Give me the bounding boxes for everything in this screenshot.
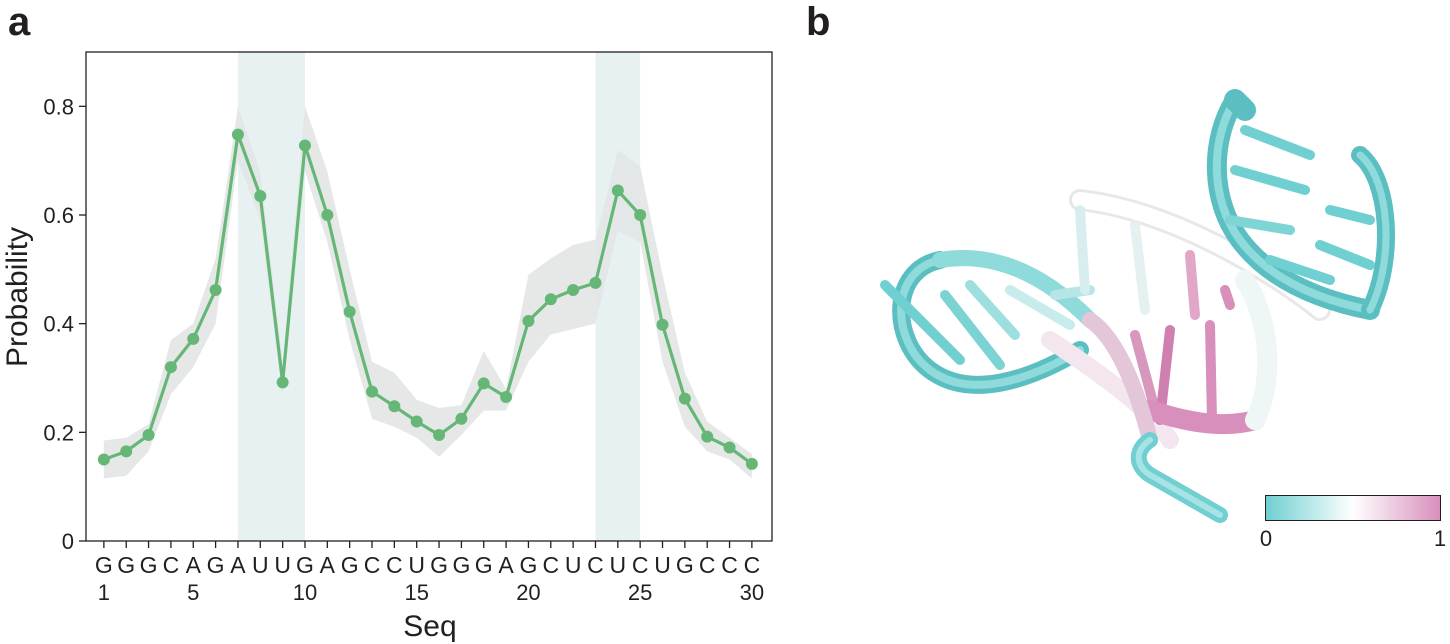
sequence-letter: U <box>408 552 425 578</box>
data-point <box>544 293 557 306</box>
data-point <box>611 184 624 197</box>
series-line-layer <box>103 132 753 466</box>
data-point <box>522 314 535 327</box>
sequence-letter: C <box>163 552 180 578</box>
colorbar-max-label: 1 <box>1433 526 1447 551</box>
colorbar-min-label: 0 <box>1259 526 1273 551</box>
data-point <box>678 392 691 405</box>
sequence-letter: C <box>699 552 716 578</box>
data-point <box>410 415 423 428</box>
panel-label-a: a <box>8 0 31 44</box>
sequence-letter: A <box>186 552 202 578</box>
rna-structure-image <box>880 89 1396 523</box>
x-axis-title: Seq <box>403 610 456 643</box>
y-axis-title: Probability <box>1 227 34 367</box>
sequence-letter: G <box>95 552 113 578</box>
x-tick-label: 25 <box>628 580 652 605</box>
data-point <box>298 139 311 152</box>
sequence-letter: U <box>565 552 582 578</box>
data-point <box>433 429 446 442</box>
sequence-letter: G <box>117 552 135 578</box>
data-point <box>388 400 401 413</box>
data-points <box>97 128 758 470</box>
y-tick-label: 0 <box>62 529 74 554</box>
panel-label-b: b <box>806 0 831 44</box>
confidence-band <box>103 106 752 479</box>
data-point <box>97 453 110 466</box>
sequence-letter: C <box>386 552 403 578</box>
data-point <box>477 377 490 390</box>
data-point <box>164 361 177 374</box>
data-point <box>142 429 155 442</box>
x-tick-label: 20 <box>516 580 540 605</box>
data-point <box>120 445 133 458</box>
sequence-letter: C <box>632 552 649 578</box>
y-axis: 0 0.2 0.4 0.6 0.8 <box>43 94 86 554</box>
sequence-letter: C <box>587 552 604 578</box>
y-tick-label: 0.2 <box>43 420 74 445</box>
central-helix <box>1041 189 1331 449</box>
sequence-letter: G <box>140 552 158 578</box>
data-point <box>321 209 334 221</box>
sequence-letter: G <box>475 552 493 578</box>
data-point <box>656 318 669 331</box>
sequence-letter: C <box>721 552 738 578</box>
data-point <box>723 441 736 454</box>
sequence-letter: A <box>230 552 246 578</box>
sequence-letter: U <box>610 552 627 578</box>
sequence-letter: A <box>498 552 514 578</box>
x-axis: G G G C A G A U U G A G C C U G G G A G C U C U C U G C C C1 5 10 15 20 25… <box>95 541 764 605</box>
sequence-letter: G <box>519 552 537 578</box>
sequence-letter: G <box>452 552 470 578</box>
data-point <box>276 376 289 389</box>
x-tick-label: 10 <box>293 580 317 605</box>
x-tick-label: 5 <box>187 580 199 605</box>
sequence-letter: G <box>430 552 448 578</box>
sequence-letter: C <box>744 552 761 578</box>
sequence-letter: G <box>341 552 359 578</box>
sequence-letter: U <box>252 552 269 578</box>
data-point <box>187 332 200 345</box>
sequence-letter: G <box>676 552 694 578</box>
data-point <box>567 283 580 296</box>
sequence-letter: G <box>296 552 314 578</box>
data-point <box>209 283 222 296</box>
right-hairpin <box>1206 89 1396 320</box>
data-point <box>455 412 468 425</box>
sequence-letter: U <box>654 552 671 578</box>
data-point <box>366 385 379 398</box>
x-tick-label: 15 <box>404 580 428 605</box>
data-point <box>254 189 267 202</box>
data-point <box>589 276 602 289</box>
data-point <box>500 391 513 404</box>
y-tick-label: 0.6 <box>43 203 74 228</box>
sequence-letter: C <box>542 552 559 578</box>
data-point <box>745 457 758 470</box>
sequence-letter: C <box>364 552 381 578</box>
highlight-region-2 <box>595 52 641 541</box>
series-line <box>103 132 753 466</box>
left-loop <box>880 250 1098 394</box>
x-tick-label: 30 <box>740 580 764 605</box>
sequence-letter: A <box>320 552 336 578</box>
data-point <box>231 128 244 141</box>
data-point <box>701 430 714 443</box>
plot-frame <box>85 51 773 542</box>
y-tick-label: 0.4 <box>43 312 74 337</box>
sequence-letter: U <box>274 552 291 578</box>
tail-strand <box>1130 432 1228 523</box>
sequence-letter: G <box>207 552 225 578</box>
data-point <box>634 209 647 221</box>
x-tick-label: 1 <box>98 580 110 605</box>
confidence-band-layer <box>103 106 752 479</box>
y-tick-label: 0.8 <box>43 94 74 119</box>
colorbar <box>1265 495 1441 521</box>
data-point <box>343 305 356 318</box>
